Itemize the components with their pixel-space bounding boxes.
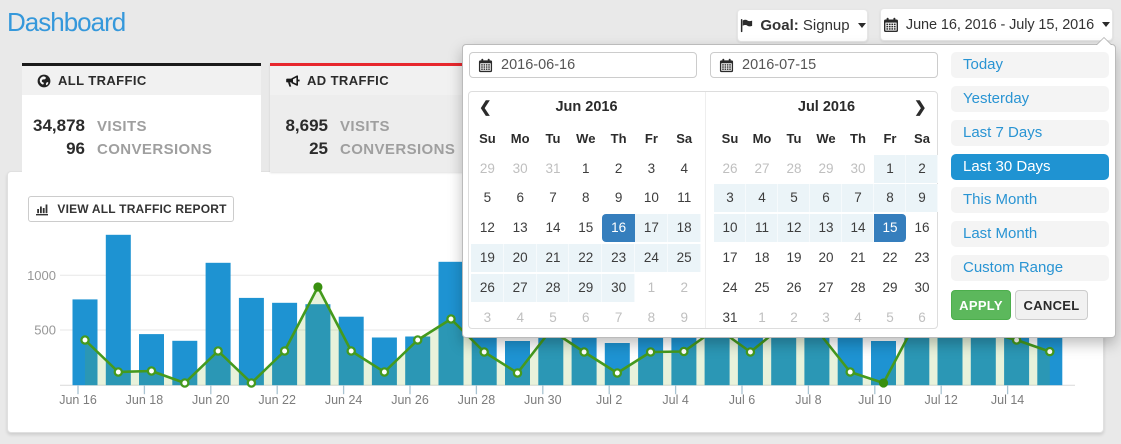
svg-text:Jul 10: Jul 10 [858, 393, 891, 407]
svg-text:1000: 1000 [27, 268, 56, 283]
svg-text:Jun 20: Jun 20 [192, 393, 230, 407]
svg-text:Jun 28: Jun 28 [458, 393, 496, 407]
svg-text:Jul 4: Jul 4 [662, 393, 688, 407]
svg-text:Jun 18: Jun 18 [126, 393, 164, 407]
svg-text:Jun 26: Jun 26 [391, 393, 429, 407]
svg-text:Jul 8: Jul 8 [795, 393, 821, 407]
svg-text:Jun 24: Jun 24 [325, 393, 363, 407]
svg-text:Jul 2: Jul 2 [596, 393, 622, 407]
svg-text:Jul 12: Jul 12 [925, 393, 958, 407]
svg-text:Jul 14: Jul 14 [991, 393, 1024, 407]
svg-text:Jun 16: Jun 16 [59, 393, 97, 407]
svg-text:Jun 30: Jun 30 [524, 393, 562, 407]
svg-text:500: 500 [34, 323, 56, 338]
svg-text:Jun 22: Jun 22 [258, 393, 296, 407]
svg-text:Jul 6: Jul 6 [729, 393, 755, 407]
